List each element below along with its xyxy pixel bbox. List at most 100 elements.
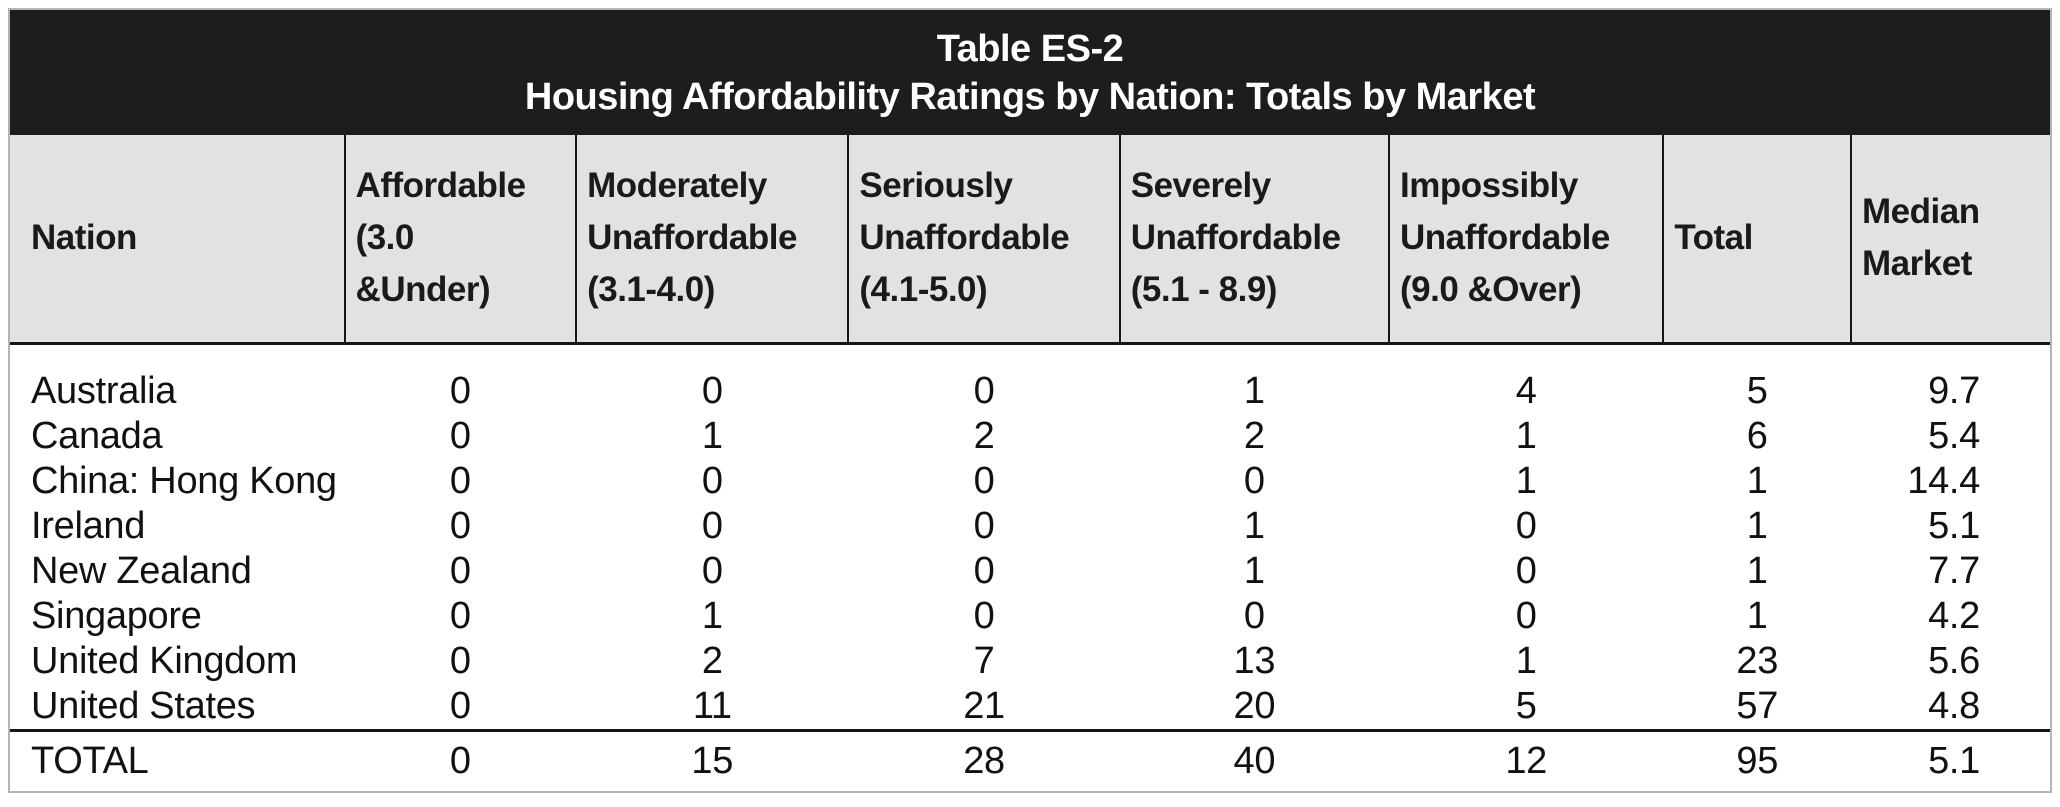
nation-cell: Australia [10,343,345,414]
value-cell: 4.2 [1851,593,2050,639]
total-value-cell: 15 [576,728,849,791]
affordability-table: Nation Affordable (3.0 &Under) Moderatel… [10,135,2050,791]
value-cell: 5.4 [1851,413,2050,459]
value-cell: 0 [848,593,1120,639]
value-cell: 1 [1388,638,1664,684]
column-header-seriously-unaffordable: Seriously Unaffordable (4.1-5.0) [847,135,1120,345]
nation-cell: Canada [10,413,345,459]
column-header-label: Impossibly Unaffordable (9.0 &Over) [1399,166,1610,310]
total-value-cell: 0 [344,728,577,791]
total-value-cell: 12 [1388,728,1664,791]
total-value-cell: 40 [1119,728,1389,791]
value-cell: 5.1 [1851,503,2050,549]
value-cell: 0 [1119,458,1389,504]
table-row-united-kingdom: United Kingdom 0 2 7 13 1 23 5.6 [10,638,2050,684]
table-frame: Table ES-2 Housing Affordability Ratings… [8,8,2052,793]
value-cell: 0 [848,458,1120,504]
value-cell: 7.7 [1851,548,2050,594]
column-header-label: Seriously Unaffordable (4.1-5.0) [859,166,1070,310]
table-title-text: Housing Affordability Ratings by Nation:… [524,75,1536,118]
value-cell: 0 [1388,593,1664,639]
value-cell: 0 [1388,503,1664,549]
value-cell: 0 [576,343,849,414]
column-header-total: Total [1662,135,1852,345]
value-cell: 2 [576,638,849,684]
header-row: Nation Affordable (3.0 &Under) Moderatel… [10,135,2050,345]
column-header-impossibly-unaffordable: Impossibly Unaffordable (9.0 &Over) [1387,135,1664,345]
value-cell: 2 [1119,413,1389,459]
value-cell: 1 [1663,458,1852,504]
value-cell: 20 [1119,683,1389,730]
table-row-ireland: Ireland 0 0 0 1 0 1 5.1 [10,503,2050,549]
value-cell: 5 [1663,343,1852,414]
nation-cell: China: Hong Kong [10,458,345,504]
value-cell: 0 [576,458,849,504]
total-value-cell: 95 [1663,728,1852,791]
value-cell: 0 [344,683,577,730]
value-cell: 1 [1388,458,1664,504]
column-header-label: Severely Unaffordable (5.1 - 8.9) [1130,166,1341,310]
table-body: Australia 0 0 0 1 4 5 9.7 Canada 0 1 2 2… [10,343,2050,791]
table-title-number: Table ES-2 [936,27,1124,70]
value-cell: 0 [344,593,577,639]
value-cell: 1 [1119,548,1389,594]
value-cell: 1 [576,413,849,459]
value-cell: 0 [1119,593,1389,639]
column-header-label: Affordable (3.0 &Under) [355,166,527,310]
column-header-label: Total [1674,218,1753,258]
table-header: Nation Affordable (3.0 &Under) Moderatel… [10,135,2050,345]
value-cell: 0 [344,413,577,459]
value-cell: 0 [344,638,577,684]
total-label-cell: TOTAL [10,728,345,791]
total-value-cell: 28 [848,728,1120,791]
column-header-affordable: Affordable (3.0 &Under) [343,135,577,345]
column-header-median-market: Median Market [1850,135,2050,345]
value-cell: 5 [1388,683,1664,730]
value-cell: 0 [576,548,849,594]
value-cell: 0 [344,548,577,594]
table-row-united-states: United States 0 11 21 20 5 57 4.8 [10,683,2050,730]
value-cell: 4 [1388,343,1664,414]
table-title-bar: Table ES-2 Housing Affordability Ratings… [10,10,2050,135]
column-header-nation: Nation [10,135,345,345]
value-cell: 11 [576,683,849,730]
value-cell: 1 [1119,343,1389,414]
value-cell: 57 [1663,683,1852,730]
value-cell: 0 [344,343,577,414]
value-cell: 9.7 [1851,343,2050,414]
column-header-label: Moderately Unaffordable (3.1-4.0) [587,166,797,310]
value-cell: 0 [576,503,849,549]
nation-cell: Singapore [10,593,345,639]
value-cell: 7 [848,638,1120,684]
value-cell: 0 [344,503,577,549]
column-header-label: Median Market [1862,192,1980,284]
value-cell: 21 [848,683,1120,730]
value-cell: 2 [848,413,1120,459]
nation-cell: United States [10,683,345,730]
column-header-severely-unaffordable: Severely Unaffordable (5.1 - 8.9) [1118,135,1389,345]
value-cell: 6 [1663,413,1852,459]
value-cell: 1 [1119,503,1389,549]
value-cell: 1 [1388,413,1664,459]
value-cell: 1 [1663,548,1852,594]
table-row-total: TOTAL 0 15 28 40 12 95 5.1 [10,728,2050,791]
value-cell: 0 [848,548,1120,594]
column-header-label: Nation [31,218,137,258]
table-row-australia: Australia 0 0 0 1 4 5 9.7 [10,343,2050,414]
value-cell: 23 [1663,638,1852,684]
value-cell: 0 [848,343,1120,414]
value-cell: 1 [1663,593,1852,639]
nation-cell: United Kingdom [10,638,345,684]
value-cell: 0 [848,503,1120,549]
value-cell: 5.6 [1851,638,2050,684]
column-header-moderately-unaffordable: Moderately Unaffordable (3.1-4.0) [575,135,849,345]
total-value-cell: 5.1 [1851,728,2050,791]
value-cell: 4.8 [1851,683,2050,730]
value-cell: 0 [1388,548,1664,594]
value-cell: 1 [576,593,849,639]
nation-cell: New Zealand [10,548,345,594]
table-row-new-zealand: New Zealand 0 0 0 1 0 1 7.7 [10,548,2050,594]
value-cell: 0 [344,458,577,504]
nation-cell: Ireland [10,503,345,549]
